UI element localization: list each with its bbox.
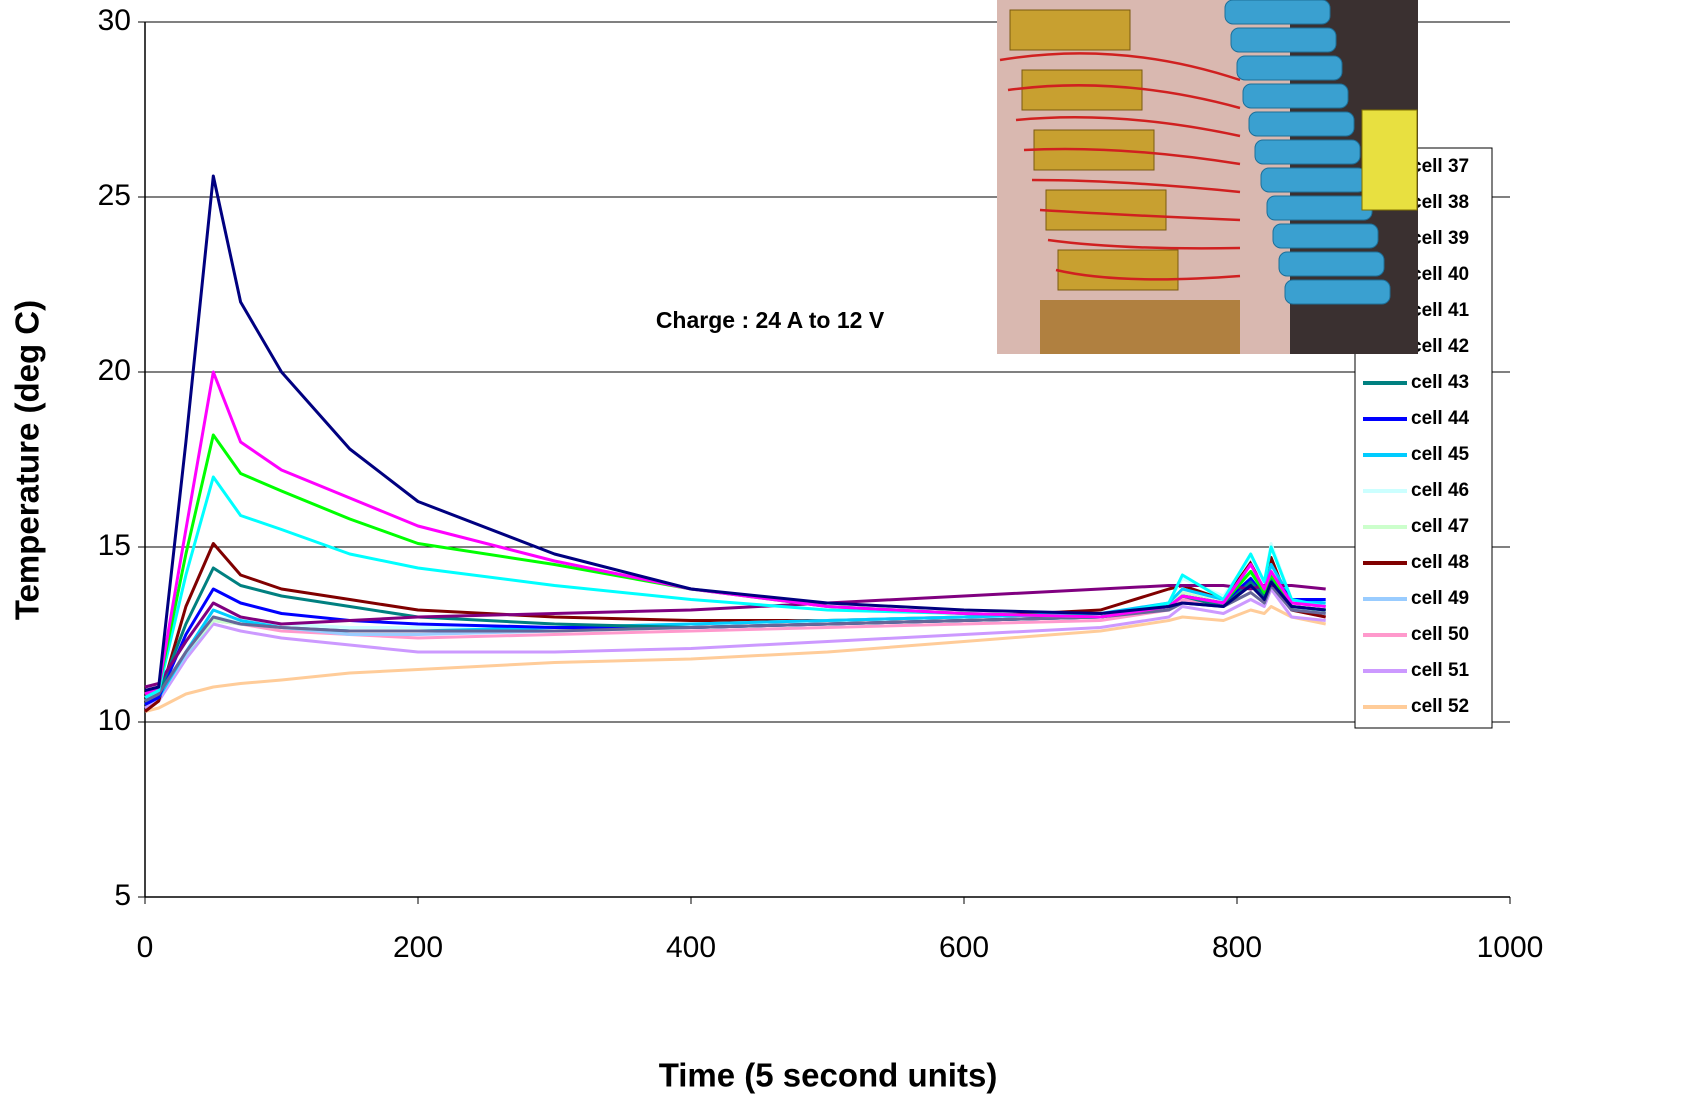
legend-label: cell 49 bbox=[1411, 588, 1469, 609]
x-tick-label: 200 bbox=[393, 931, 443, 964]
photo-wire bbox=[999, 52, 1241, 82]
x-tick-label: 800 bbox=[1212, 931, 1262, 964]
annotation: Charge : 24 A to 12 V bbox=[656, 307, 885, 333]
legend-label: cell 50 bbox=[1411, 624, 1469, 645]
y-tick-label: 30 bbox=[98, 4, 131, 37]
photo-cell bbox=[1272, 223, 1379, 249]
legend-label: cell 46 bbox=[1411, 480, 1469, 501]
photo-connector bbox=[1361, 109, 1418, 211]
legend-label: cell 47 bbox=[1411, 516, 1469, 537]
y-tick-label: 25 bbox=[98, 179, 131, 212]
photo-cell bbox=[1224, 0, 1331, 25]
series-line bbox=[144, 370, 1326, 696]
legend-label: cell 40 bbox=[1411, 264, 1469, 285]
series-line bbox=[144, 587, 1326, 710]
photo-wire bbox=[1047, 238, 1241, 250]
legend-label: cell 44 bbox=[1411, 408, 1470, 429]
photo-resistor bbox=[1045, 189, 1167, 231]
legend: cell 37 cell 38 cell 39 cell 40 cell 41 cell … bbox=[1354, 147, 1493, 729]
y-tick-label: 10 bbox=[98, 704, 131, 737]
y-tick-label: 20 bbox=[98, 354, 131, 387]
y-tick-label: 15 bbox=[98, 529, 131, 562]
photo-cell bbox=[1266, 195, 1373, 221]
photo-cell bbox=[1248, 111, 1355, 137]
series-line bbox=[144, 475, 1327, 699]
photo-cell bbox=[1260, 167, 1367, 193]
series-line bbox=[144, 570, 1326, 703]
photo-wire bbox=[1007, 84, 1241, 110]
y-axis-title: Temperature (deg C) bbox=[9, 300, 46, 620]
legend-label: cell 52 bbox=[1411, 696, 1469, 717]
series-line bbox=[144, 605, 1327, 713]
photo-cell bbox=[1278, 251, 1385, 277]
photo-cell bbox=[1284, 279, 1391, 305]
photo-wire bbox=[1039, 208, 1241, 222]
legend-label: cell 42 bbox=[1411, 336, 1469, 357]
x-tick-label: 400 bbox=[666, 931, 716, 964]
legend-label: cell 39 bbox=[1411, 228, 1469, 249]
photo-resistor bbox=[1009, 9, 1131, 51]
photo-wire bbox=[1031, 178, 1241, 194]
photo-cell bbox=[1236, 55, 1343, 81]
series-line bbox=[144, 584, 1326, 703]
legend-label: cell 37 bbox=[1411, 156, 1469, 177]
legend-label: cell 38 bbox=[1411, 192, 1469, 213]
photo-wire bbox=[1055, 268, 1241, 281]
legend-label: cell 43 bbox=[1411, 372, 1469, 393]
legend-label: cell 48 bbox=[1411, 552, 1469, 573]
photo-wire bbox=[1015, 116, 1241, 138]
photo-resistor bbox=[1057, 249, 1179, 291]
photo-cell bbox=[1230, 27, 1337, 53]
legend-label: cell 41 bbox=[1411, 300, 1470, 321]
series-line bbox=[144, 433, 1326, 696]
y-tick-label: 5 bbox=[114, 879, 131, 912]
x-tick-label: 0 bbox=[137, 931, 154, 964]
photo-cell bbox=[1254, 139, 1361, 165]
photo-base bbox=[1040, 300, 1240, 354]
x-tick-label: 600 bbox=[939, 931, 989, 964]
series-line bbox=[144, 174, 1326, 692]
photo-wire bbox=[1023, 147, 1241, 166]
x-tick-label: 1000 bbox=[1477, 931, 1544, 964]
photo-inset bbox=[997, 0, 1418, 354]
photo-resistor bbox=[1021, 69, 1143, 111]
legend-box bbox=[1354, 147, 1493, 729]
legend-label: cell 51 bbox=[1411, 660, 1470, 681]
legend-label: cell 45 bbox=[1411, 444, 1470, 465]
x-axis-title: Time (5 second units) bbox=[659, 1057, 998, 1094]
photo-cell bbox=[1242, 83, 1349, 109]
